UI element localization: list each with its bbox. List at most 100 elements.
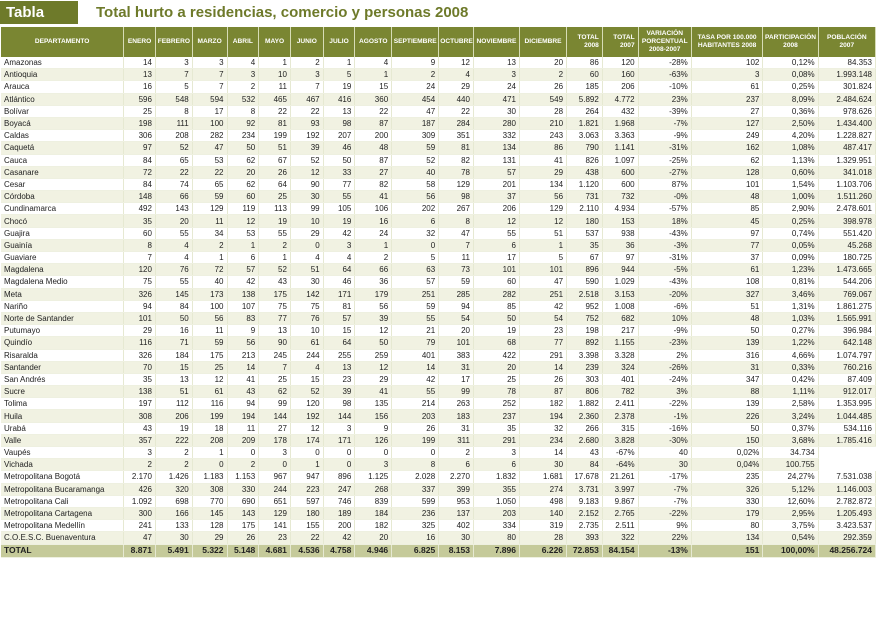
value-cell: 24,27%	[762, 470, 819, 484]
value-cell: 5	[519, 251, 568, 265]
value-cell: 26	[391, 422, 440, 435]
value-cell: 3	[290, 68, 324, 82]
value-cell: 2	[391, 68, 440, 82]
value-cell: 66	[354, 263, 393, 277]
value-cell: 12	[519, 214, 568, 228]
value-cell: 24	[473, 80, 520, 94]
value-cell: 11	[438, 251, 474, 265]
value-cell: 319	[519, 519, 568, 533]
value-cell: 21.261	[602, 470, 639, 484]
value-cell: 2.478.601	[818, 202, 877, 216]
value-cell: 1.092	[123, 495, 156, 508]
value-cell: 41	[354, 385, 393, 399]
department-cell: Metropolitana Medellín	[1, 519, 125, 533]
value-cell: 6	[227, 251, 260, 265]
value-cell: 101	[438, 336, 474, 350]
value-cell: 0,33%	[762, 361, 819, 374]
value-cell: 20	[227, 166, 260, 179]
value-cell: 309	[391, 129, 440, 143]
value-cell: 0,42%	[762, 373, 819, 387]
value-cell: 202	[391, 202, 440, 216]
value-cell: 35	[566, 239, 603, 253]
value-cell: 51	[155, 385, 193, 399]
value-cell: 13	[323, 361, 356, 374]
value-cell: 73	[438, 263, 474, 277]
value-cell: 60	[123, 227, 156, 240]
column-header: DICIEMBRE	[519, 27, 568, 57]
theft-table: DEPARTAMENTO ENERO FEBRERO MARZO ABRIL MAYO JU…	[1, 27, 877, 558]
value-cell: 79	[391, 336, 440, 350]
table-row: C.O.E.S.C. Buenaventura 47 30 29 26 23 22 42 20 1…	[1, 531, 877, 545]
value-cell: 58	[391, 178, 440, 192]
value-cell: 47	[519, 275, 568, 289]
value-cell: 59	[391, 300, 440, 313]
value-cell: 2,58%	[762, 397, 819, 411]
value-cell: 62	[258, 385, 291, 399]
column-header: TOTAL 2007	[602, 27, 639, 57]
value-cell: 27	[354, 166, 393, 179]
value-cell: 1.141	[602, 141, 639, 155]
column-header: NOVIEMBRE	[473, 27, 520, 57]
value-cell: 100.755	[762, 458, 819, 472]
value-cell: 65	[192, 178, 228, 192]
value-cell: -43%	[638, 227, 692, 240]
value-cell: 953	[438, 495, 474, 508]
value-cell: 790	[566, 141, 603, 155]
value-cell: 88	[691, 385, 764, 399]
value-cell: 42	[227, 275, 260, 289]
value-cell: -64%	[602, 458, 639, 472]
value-cell: 285	[438, 288, 474, 301]
value-cell: 12	[227, 214, 260, 228]
value-cell: 8	[391, 458, 440, 472]
value-cell: 206	[602, 80, 639, 94]
value-cell: 316	[691, 349, 764, 362]
value-cell: 1.120	[566, 178, 603, 192]
value-cell: 465	[258, 93, 291, 106]
value-cell: 101	[519, 263, 568, 277]
value-cell: 5,12%	[762, 483, 819, 496]
table-row: Amazonas 14 3 3 4 1 2 1 4 9 12 13 20 86 120 -28% 102 0,12…	[1, 57, 877, 70]
value-cell: 99	[258, 397, 291, 411]
value-cell: 2,95%	[762, 507, 819, 521]
value-cell: 251	[519, 288, 568, 301]
value-cell: 10	[290, 214, 324, 228]
value-cell: 116	[123, 336, 156, 350]
value-cell: 66	[155, 190, 193, 204]
value-cell: 61	[691, 263, 764, 277]
value-cell: 138	[227, 288, 260, 301]
value-cell: 2	[123, 458, 156, 472]
value-cell: 144	[323, 409, 356, 423]
value-cell: 175	[227, 519, 260, 533]
value-cell: 198	[566, 324, 603, 338]
department-cell: Meta	[1, 288, 125, 301]
value-cell: 223	[290, 483, 324, 496]
value-cell: 192	[290, 409, 324, 423]
value-cell: 133	[155, 519, 193, 533]
value-cell: 690	[227, 495, 260, 508]
value-cell: 8	[155, 105, 193, 118]
value-cell: 6	[473, 458, 520, 472]
value-cell: 9	[391, 57, 440, 70]
department-cell: Amazonas	[1, 57, 125, 70]
value-cell: 128	[192, 519, 228, 533]
value-cell: 16	[391, 531, 440, 545]
value-cell: 139	[691, 336, 764, 350]
department-cell: Casanare	[1, 166, 125, 179]
value-cell: 47	[438, 227, 474, 240]
value-cell: 22	[354, 105, 393, 118]
table-row: Putumayo 29 16 11 9 13 10 15 12 21 20 19 23 198 217 -9%…	[1, 324, 877, 338]
value-cell: 184	[354, 507, 393, 521]
value-cell: 1.861.275	[818, 300, 877, 313]
value-cell: 107	[227, 300, 260, 313]
column-header: ABRIL	[227, 27, 260, 57]
value-cell: 57	[323, 312, 356, 326]
value-cell: 325	[391, 519, 440, 533]
department-cell: Tolima	[1, 397, 125, 411]
value-cell: 4.934	[602, 202, 639, 216]
value-cell: 14	[123, 57, 156, 70]
value-cell: 1.097	[602, 154, 639, 167]
value-cell: 55	[155, 227, 193, 240]
value-cell: 401	[391, 349, 440, 362]
value-cell: 1.434.400	[818, 117, 877, 131]
table-row: Vichada 2 2 0 2 0 1 0 3 8 6 6 30 84 -64% 30 0,04% 100.755	[1, 458, 876, 472]
